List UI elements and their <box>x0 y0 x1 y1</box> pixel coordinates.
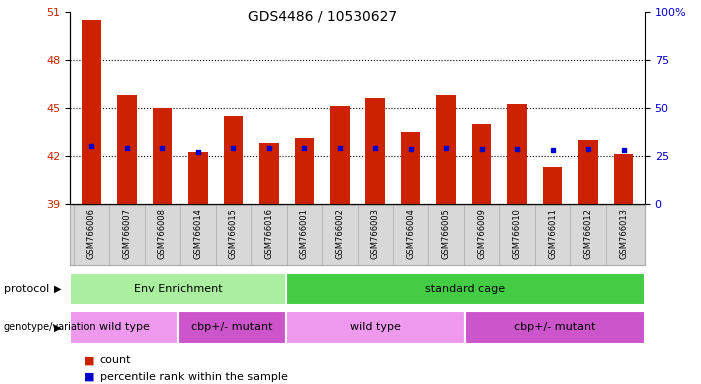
Text: GSM766013: GSM766013 <box>619 209 628 260</box>
Bar <box>81 20 101 204</box>
Text: GSM766009: GSM766009 <box>477 209 486 259</box>
Bar <box>578 139 598 204</box>
Text: GDS4486 / 10530627: GDS4486 / 10530627 <box>248 10 397 23</box>
Text: ▶: ▶ <box>54 284 61 294</box>
Bar <box>401 132 421 204</box>
Text: GSM766016: GSM766016 <box>264 209 273 260</box>
Bar <box>117 95 137 204</box>
Text: GSM766004: GSM766004 <box>407 209 415 259</box>
Text: GSM766011: GSM766011 <box>548 209 557 259</box>
Text: ▶: ▶ <box>54 322 61 333</box>
Text: protocol: protocol <box>4 284 49 294</box>
Text: genotype/variation: genotype/variation <box>4 322 96 333</box>
Bar <box>286 273 645 305</box>
Bar <box>465 311 645 344</box>
Bar <box>472 124 491 204</box>
Text: ■: ■ <box>84 372 95 382</box>
Bar <box>365 98 385 204</box>
Text: GSM766014: GSM766014 <box>193 209 203 259</box>
Bar <box>70 311 178 344</box>
Bar <box>508 104 527 204</box>
Bar <box>178 311 286 344</box>
Bar <box>259 143 278 204</box>
Text: wild type: wild type <box>99 322 149 333</box>
Bar <box>294 138 314 204</box>
Text: cbp+/- mutant: cbp+/- mutant <box>191 322 273 333</box>
Text: cbp+/- mutant: cbp+/- mutant <box>515 322 596 333</box>
Text: percentile rank within the sample: percentile rank within the sample <box>100 372 287 382</box>
Bar <box>224 116 243 204</box>
Bar <box>330 106 350 204</box>
Text: GSM766002: GSM766002 <box>335 209 344 259</box>
Bar <box>614 154 634 204</box>
Text: ■: ■ <box>84 355 95 365</box>
Bar <box>188 152 207 204</box>
Bar <box>286 311 465 344</box>
Text: Env Enrichment: Env Enrichment <box>134 284 222 294</box>
Bar <box>153 108 172 204</box>
Text: GSM766010: GSM766010 <box>512 209 522 259</box>
Bar <box>70 273 286 305</box>
Text: GSM766015: GSM766015 <box>229 209 238 259</box>
Text: wild type: wild type <box>350 322 401 333</box>
Text: GSM766006: GSM766006 <box>87 209 96 260</box>
Text: GSM766001: GSM766001 <box>300 209 308 259</box>
Text: count: count <box>100 355 131 365</box>
Text: standard cage: standard cage <box>426 284 505 294</box>
Bar <box>437 95 456 204</box>
Text: GSM766005: GSM766005 <box>442 209 451 259</box>
Text: GSM766007: GSM766007 <box>123 209 131 260</box>
Text: GSM766008: GSM766008 <box>158 209 167 260</box>
Bar <box>543 167 562 204</box>
Text: GSM766003: GSM766003 <box>371 209 380 260</box>
Text: GSM766012: GSM766012 <box>584 209 592 259</box>
